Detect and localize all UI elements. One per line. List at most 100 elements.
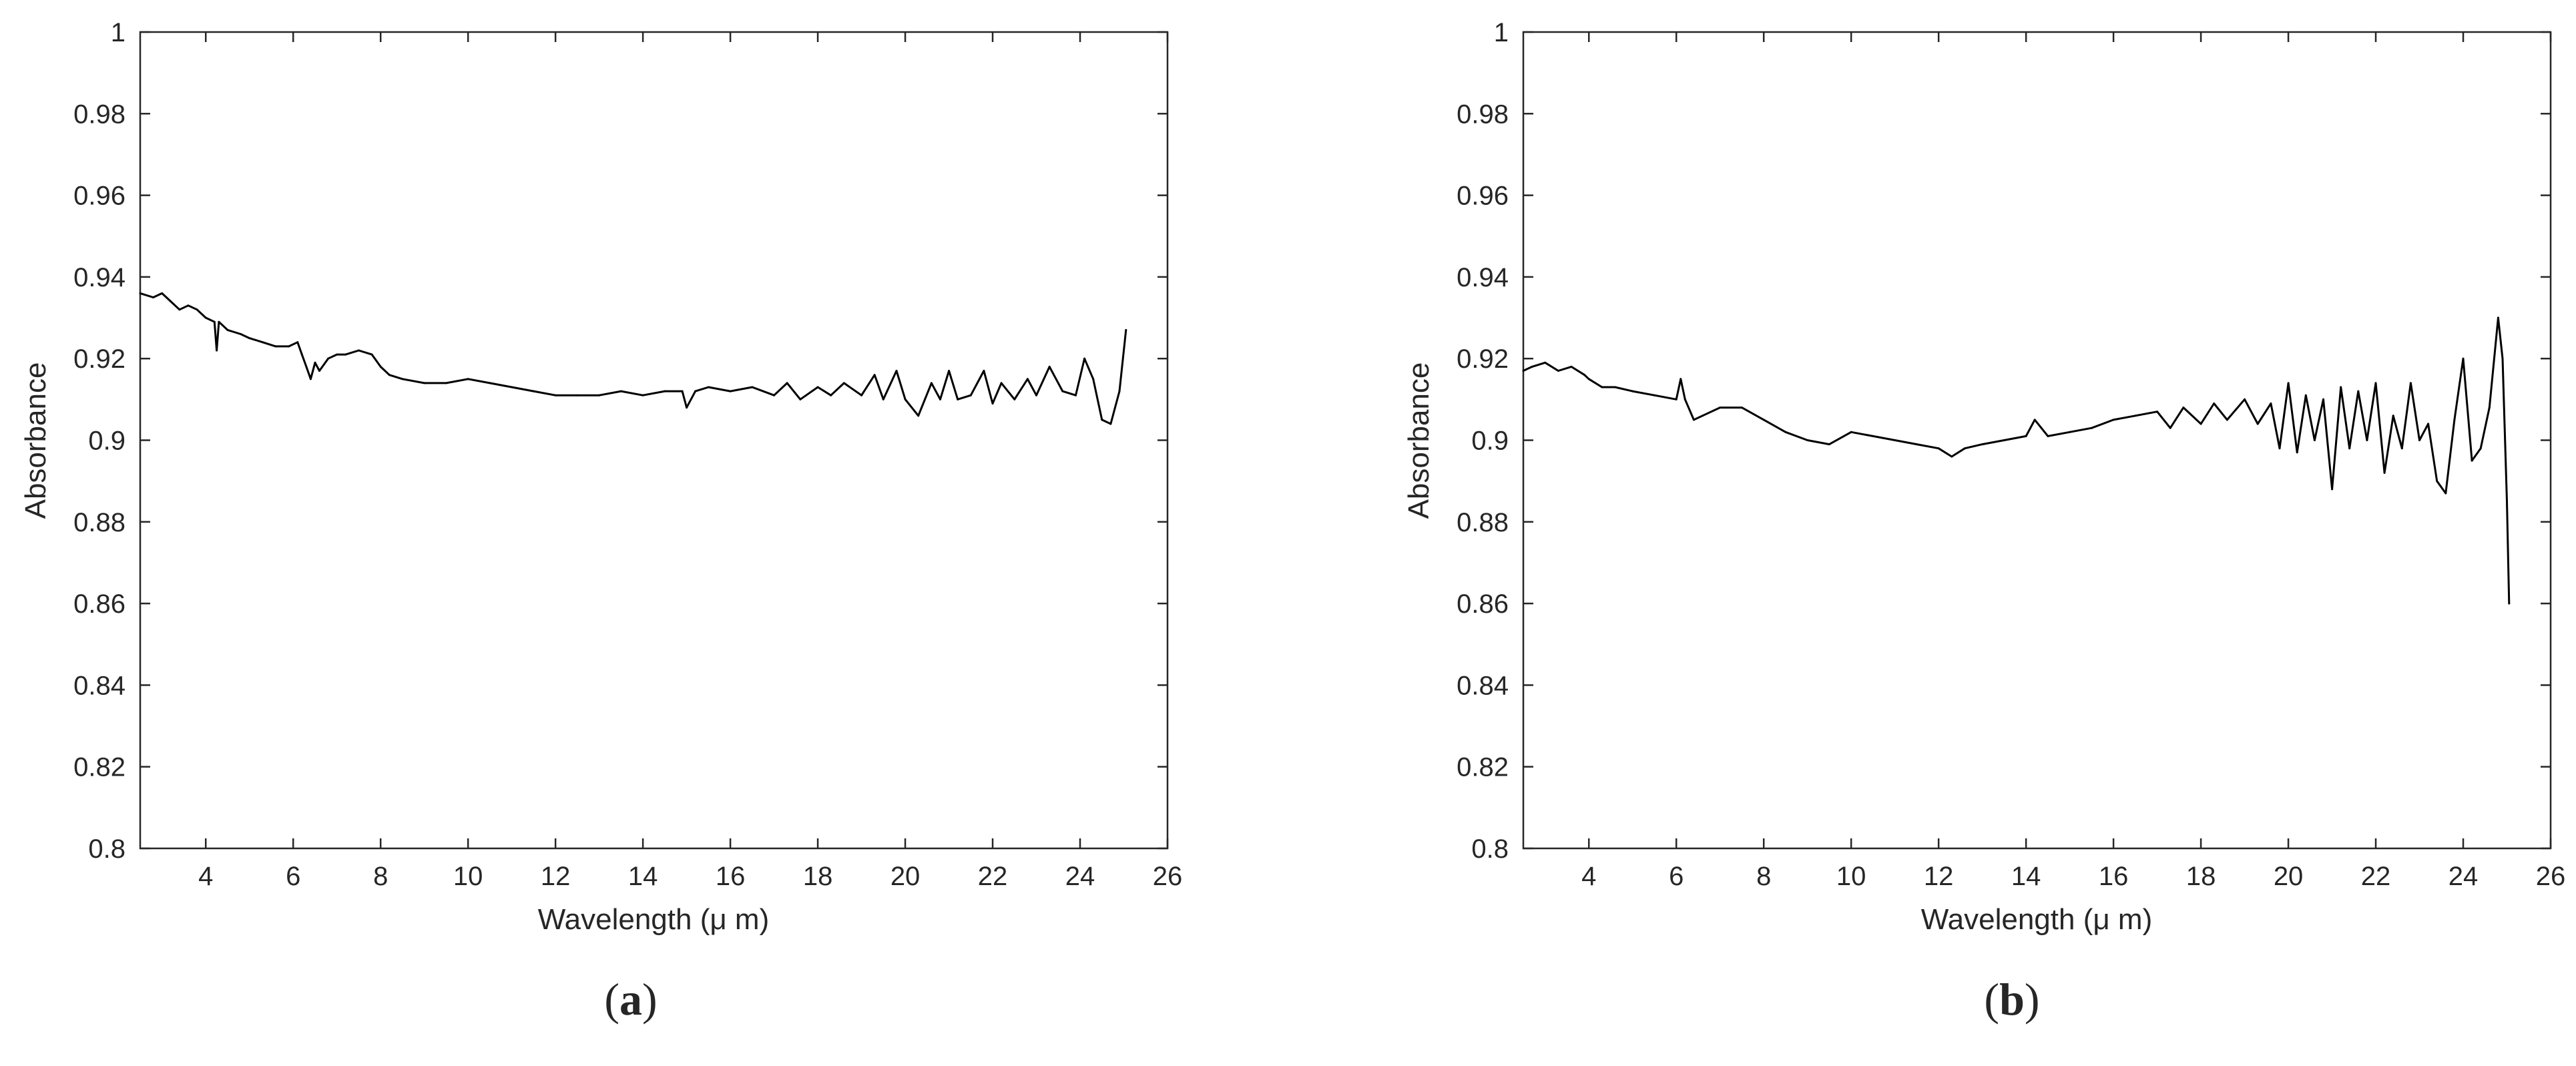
panel-a-x-tick-label: 4 (198, 862, 213, 891)
panel-a-data-point (830, 394, 832, 396)
panel-b-data-point (1692, 419, 1695, 421)
panel-b-data-point (2270, 403, 2272, 405)
panel-a-data-point (370, 353, 373, 356)
panel-b-x-tick-label: 14 (2011, 862, 2041, 891)
panel-a-data-point (694, 390, 697, 392)
panel-a-y-tick-label: 0.9 (88, 427, 125, 456)
panel-b-data-point (1531, 365, 1533, 368)
panel-a-caption-open: ( (604, 974, 619, 1025)
panel-a-data-point (1125, 328, 1127, 331)
panel-b-x-tick-label: 22 (2361, 862, 2391, 891)
panel-a-x-tick-label: 6 (286, 862, 300, 891)
panel-b-data-point (2287, 382, 2290, 384)
panel-b-data-point (2392, 415, 2394, 417)
panel-b-plot-frame (1522, 31, 2552, 850)
panel-a-data-point (707, 386, 710, 388)
panel-a-data-point (152, 296, 155, 298)
panel-b-x-tick-label: 24 (2449, 862, 2479, 891)
panel-b-caption-letter: b (1999, 974, 2025, 1025)
panel-a-data-point (1092, 378, 1095, 380)
panel-b-y-ticks: 0.8 0.82 0.84 0.86 0.88 0.9 0.92 0.94 0.96 0.98 1 (1457, 18, 2551, 864)
panel-b-y-tick-label: 0.88 (1457, 508, 1509, 537)
panel-a-caption-close: ) (642, 974, 658, 1025)
panel-b-data-point (2418, 439, 2420, 441)
panel-a-data-point (904, 398, 907, 401)
panel-b-data-point (2508, 602, 2511, 605)
panel-b-data-point (2383, 471, 2386, 474)
panel-a-data-point (226, 328, 229, 331)
panel-b-data-points (1522, 316, 2511, 605)
panel-a-data-point (1035, 394, 1037, 396)
panel-a-data-point (336, 353, 338, 356)
panel-b-data-point (2090, 427, 2093, 429)
panel-b-data-point (2497, 316, 2499, 319)
panel-b-data-point (2374, 382, 2377, 384)
panel-b-data-point (1557, 370, 1559, 372)
panel-a-data-point (957, 398, 959, 401)
panel-a-caption-letter: a (619, 974, 642, 1025)
panel-a-data-point (969, 394, 972, 396)
panel-a-data-point (274, 345, 277, 348)
panel-b-y-tick-label: 0.96 (1457, 182, 1509, 211)
panel-a-data-point (991, 403, 994, 405)
panel-b-y-tick-label: 0.8 (1471, 834, 1509, 864)
panel-a-y-tick-label: 0.94 (73, 263, 125, 292)
panel-b-data-point (1544, 361, 1547, 364)
panel-a-data-point (218, 320, 220, 323)
panel-b-data-point (2156, 411, 2159, 413)
panel-b-data-point (2453, 419, 2456, 421)
panel-b-data-point (1828, 443, 1830, 446)
panel-a-data-point (318, 370, 320, 372)
panel-b-data-point (1762, 419, 1765, 421)
panel-a-data-point (1101, 419, 1103, 421)
panel-b-data-point (2462, 357, 2465, 360)
panel-a-data-point (773, 394, 776, 396)
panel-a-data-point (895, 370, 898, 372)
panel-b-data-point (2226, 419, 2228, 421)
panel-b-data-point (2348, 447, 2351, 450)
panel-b-x-tick-label: 20 (2274, 862, 2304, 891)
panel-b-data-point (1784, 431, 1787, 433)
panel-b-y-tick-label: 0.92 (1457, 344, 1509, 374)
panel-b-data-point (2357, 390, 2360, 392)
panel-b-data-point (2069, 431, 2071, 433)
panel-a-chart: 4 6 8 10 12 14 16 18 20 22 24 26 0.80.820.840.860.8… (19, 18, 1182, 1025)
panel-b-data-point (2244, 398, 2246, 401)
panel-b-data-point (2112, 419, 2115, 421)
panel-b-data-point (2213, 403, 2216, 405)
panel-b-absorbance-line (1523, 316, 2511, 604)
panel-b-data-point (1894, 439, 1896, 441)
panel-b-data-point (1522, 370, 1525, 372)
panel-b-x-tick-label: 16 (2099, 862, 2129, 891)
panel-a-data-point (816, 386, 819, 388)
panel-b-data-point (1583, 374, 1586, 376)
panel-b-data-point (2296, 451, 2298, 454)
panel-a-x-tick-label: 22 (978, 862, 1008, 891)
panel-b-data-point (1614, 386, 1616, 388)
panel-a-data-point (300, 353, 303, 356)
panel-a-data-point (917, 415, 920, 417)
panel-b-data-point (1680, 378, 1682, 380)
panel-b-data-point (1872, 435, 1874, 437)
panel-b-data-point (2366, 439, 2368, 441)
panel-a-data-point (1075, 394, 1077, 396)
panel-b-data-point (2003, 439, 2005, 441)
panel-b-x-tick-label: 12 (1924, 862, 1954, 891)
panel-a-data-point (576, 394, 579, 396)
panel-a-x-tick-label: 12 (541, 862, 571, 891)
panel-a-x-ticks: 4 6 8 10 12 14 16 18 20 22 24 26 (198, 32, 1182, 891)
panel-b-data-point (2313, 439, 2316, 441)
panel-b-data-point (2278, 447, 2281, 450)
panel-b-data-point (1937, 447, 1940, 450)
panel-a-y-tick-label: 0.92 (73, 344, 125, 374)
panel-a-data-point (799, 398, 802, 401)
panel-a-data-points (139, 292, 1127, 425)
panel-a-x-tick-label: 26 (1153, 862, 1183, 891)
panel-b-data-point (2047, 435, 2049, 437)
panel-a-data-point (619, 390, 622, 392)
panel-a-data-point (213, 320, 216, 323)
panel-b-data-point (1951, 455, 1953, 458)
panel-a-y-axis-label: Absorbance (19, 362, 52, 519)
panel-b-x-ticks: 4 6 8 10 12 14 16 18 20 22 24 26 (1581, 32, 2565, 891)
panel-b-data-point (2436, 480, 2438, 483)
